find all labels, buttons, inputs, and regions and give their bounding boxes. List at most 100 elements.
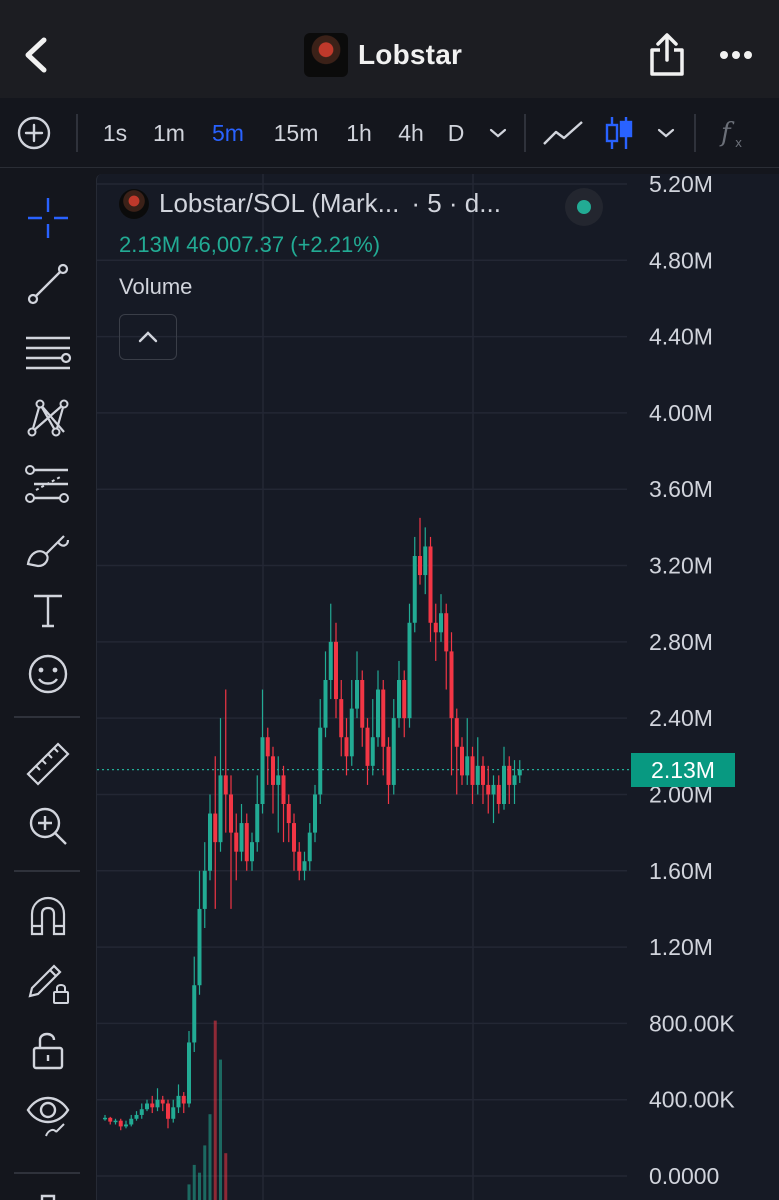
candle-body	[103, 1117, 107, 1120]
volume-bar	[213, 1020, 217, 1200]
horizontal-lines-icon[interactable]	[22, 326, 74, 378]
sidebar-divider	[14, 870, 80, 872]
legend-symbol-row[interactable]: Lobstar/SOL (Mark... · 5 · d...	[119, 188, 501, 219]
candle-body	[433, 622, 438, 633]
sidebar-divider	[14, 716, 80, 718]
candle-body	[234, 832, 239, 852]
timeframe-5m[interactable]: 5m	[212, 119, 244, 146]
timeframe-1h[interactable]: 1h	[346, 119, 372, 146]
ruler-icon[interactable]	[22, 738, 74, 790]
symbol-name[interactable]: Lobstar/SOL (Mark...	[159, 188, 400, 218]
trash-icon[interactable]	[22, 1180, 74, 1200]
volume-bar	[192, 1164, 196, 1200]
price-chart[interactable]: 5.20M 4.80M 4.40M 4.00M 3.60M 3.20M 2.80M 2.40M…	[97, 174, 779, 1200]
chevron-down-icon[interactable]	[652, 98, 680, 168]
y-axis-tick-label: 3.20M	[649, 553, 713, 579]
candle-body	[292, 823, 296, 852]
trend-line-icon[interactable]	[22, 258, 74, 310]
share-icon[interactable]	[647, 32, 687, 78]
candle-body	[197, 908, 202, 986]
volume-bar	[198, 1172, 201, 1200]
token-avatar	[304, 33, 348, 77]
candle-body	[286, 804, 291, 824]
candle-body	[423, 546, 428, 576]
candle-body	[465, 756, 470, 776]
candles-icon[interactable]	[602, 98, 636, 168]
collapse-legend-button[interactable]	[119, 314, 177, 360]
brush-icon[interactable]	[22, 524, 74, 576]
candle-body	[386, 746, 391, 785]
magnet-icon[interactable]	[22, 890, 74, 942]
unlock-icon[interactable]	[22, 1024, 74, 1076]
candle-body	[481, 765, 485, 785]
emoji-icon[interactable]	[22, 648, 74, 700]
chart-pane[interactable]: 5.20M 4.80M 4.40M 4.00M 3.60M 3.20M 2.80M 2.40M…	[96, 174, 779, 1200]
candle-body	[134, 1114, 139, 1119]
zoom-in-icon[interactable]	[22, 800, 74, 852]
ohlc-values: 2.13M 46,007.37 (+2.21%)	[119, 232, 381, 257]
crosshair-icon[interactable]	[22, 192, 74, 244]
candle-body	[512, 775, 517, 785]
y-axis-tick-label: 4.80M	[649, 247, 713, 273]
timeframe-1s[interactable]: 1s	[102, 119, 128, 146]
candle-body	[176, 1095, 181, 1108]
candle-body	[339, 699, 344, 738]
candle-body	[391, 718, 396, 785]
back-icon[interactable]	[18, 34, 54, 76]
timeframe-d[interactable]: D	[447, 119, 465, 146]
volume-bar	[224, 1153, 228, 1200]
candle-body	[475, 765, 480, 785]
y-axis-tick-label: 4.40M	[649, 324, 713, 350]
candle-body	[496, 784, 501, 804]
candle-body	[412, 556, 417, 623]
candle-body	[271, 756, 275, 785]
candle-body	[397, 680, 401, 719]
timeframe-1m[interactable]: 1m	[153, 119, 185, 146]
candle-body	[171, 1107, 176, 1119]
volume-bar	[208, 1114, 212, 1200]
drawing-tools-sidebar	[0, 168, 96, 1200]
candle-body	[318, 727, 323, 795]
line-chart-icon[interactable]	[540, 98, 588, 168]
lock-pencil-icon[interactable]	[22, 956, 74, 1008]
candle-body	[402, 680, 407, 719]
candle-body	[491, 784, 496, 795]
candle-body	[334, 641, 338, 700]
pattern-icon[interactable]	[22, 392, 74, 444]
candle-body	[502, 765, 506, 804]
more-options-icon[interactable]	[716, 42, 756, 68]
candle-body	[507, 765, 512, 785]
header-title-group: Lobstar	[304, 32, 462, 78]
page-title: Lobstar	[358, 39, 463, 70]
fib-icon[interactable]	[22, 458, 74, 510]
candle-body	[297, 851, 302, 871]
candle-body	[260, 737, 265, 804]
timeframe-4h[interactable]: 4h	[398, 119, 424, 146]
candle-body	[370, 737, 375, 766]
add-circle-icon[interactable]	[14, 98, 54, 168]
candle-body	[302, 861, 307, 871]
candle-body	[407, 622, 412, 719]
candle-body	[323, 680, 328, 728]
eye-icon[interactable]	[22, 1088, 74, 1140]
y-axis-tick-label: 4.00M	[649, 400, 713, 426]
candle-body	[444, 613, 449, 652]
candle-body	[150, 1103, 155, 1108]
candle-body	[208, 813, 212, 871]
interval-label[interactable]: · 5 · d...	[411, 188, 501, 218]
volume-indicator-label[interactable]: Volume	[119, 274, 193, 299]
timeframe-15m[interactable]: 15m	[273, 119, 319, 146]
app-header: Lobstar	[0, 0, 779, 98]
candle-body	[486, 784, 491, 795]
candle-body	[418, 556, 422, 576]
volume-bar	[219, 1059, 222, 1200]
candle-body	[223, 775, 228, 795]
candle-body	[355, 680, 359, 709]
candle-body	[250, 842, 254, 862]
candle-body	[139, 1109, 144, 1115]
candle-body	[202, 870, 207, 909]
text-icon[interactable]	[22, 584, 74, 636]
chevron-down-icon[interactable]	[484, 98, 512, 168]
